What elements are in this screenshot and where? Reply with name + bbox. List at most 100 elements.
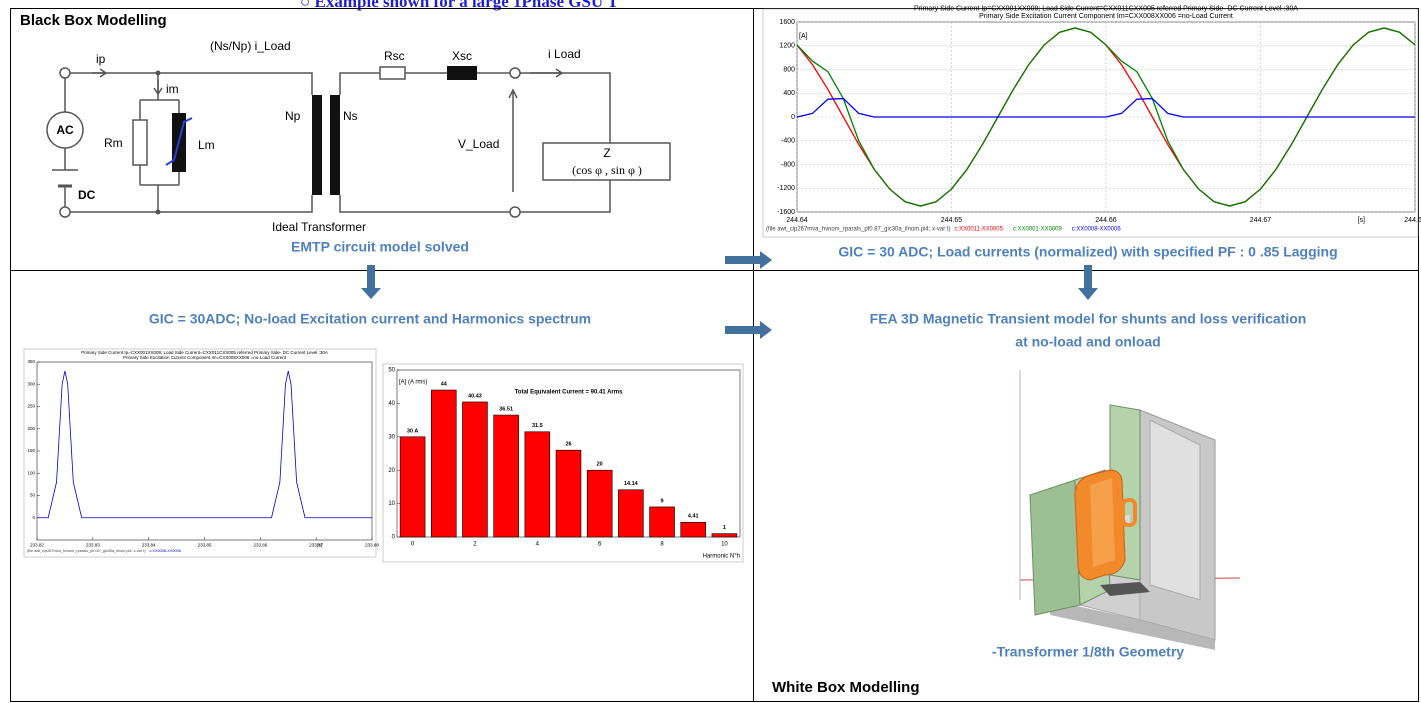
bar [525,432,550,537]
bar [587,470,612,537]
bar [431,390,456,537]
quadrant-title: White Box Modelling [772,679,920,696]
circuit-label: V_Load [458,137,499,151]
caption: at no-load and onload [1015,334,1160,350]
value-label: 9 [661,498,664,504]
x-axis-label: Harmonic N°h [703,554,740,560]
circuit-label: Z [603,146,610,160]
bar [400,437,425,537]
circuit-label: Xsc [452,49,472,63]
x-tick-label: 10 [721,542,728,548]
value-label: 20 [597,462,603,468]
x-tick-label: 244.67 [1250,217,1272,224]
circuit-label: Lm [198,138,215,152]
bar [462,402,487,537]
y-tick-label: 20 [388,468,395,474]
x-tick-label: 233.85 [198,543,212,548]
y-tick-label: 350 [27,359,35,364]
circuit-label: Rsc [384,49,405,63]
value-label: 30 A [407,428,418,434]
caption: FEA 3D Magnetic Transient model for shun… [870,311,1307,327]
x-axis-label: [s] [1358,217,1365,224]
bar [650,507,675,537]
caption: GIC = 30ADC; No-load Excitation current … [149,311,591,327]
chart-background [24,349,376,557]
chart-subtitle: Primary Side Excitation Current Componen… [979,13,1233,20]
value-label: 4.41 [688,514,699,520]
x-axis-label: [s] [317,543,322,548]
value-label: 40.43 [468,393,482,399]
y-tick-label: 10 [388,501,395,507]
y-tick-label: 800 [783,66,795,73]
bar [494,415,519,537]
value-label: 14.14 [624,481,639,487]
x-tick-label: 244.65 [941,217,963,224]
fea-geometry [1020,370,1240,650]
circuit-label: Ideal Transformer [272,220,366,234]
value-label: 1 [723,525,726,531]
legend-note: (file awt_cip267mva_hvnom_rparals_pf0.87… [27,549,146,553]
x-tick-label: 233.84 [142,543,156,548]
x-tick-label: 233.86 [253,543,267,548]
y-tick-label: 400 [783,90,795,97]
y-tick-label: 50 [388,368,395,374]
y-tick-label: 30 [388,434,395,440]
bar [618,490,643,537]
y-tick-label: 1600 [779,19,795,26]
circuit-label: im [166,82,179,96]
y-tick-label: 250 [27,404,35,409]
caption: GIC = 30 ADC; Load currents (normalized)… [838,244,1337,260]
y-tick-label: -800 [781,161,795,168]
circuit-label: i Load [548,47,581,61]
circuit-label: (Ns/Np) i_Load [210,39,291,53]
circuit-label: Ns [343,109,358,123]
value-label: 31.5 [532,423,543,429]
value-label: 26 [565,442,571,448]
page: ○ Example shown for a large 1Phase GSU T… [0,0,1421,703]
legend-entry: c:XX0008-XX0006 [149,549,180,553]
y-tick-label: 0 [791,114,795,121]
annotation: Total Equivalent Current = 90.41 Arms [515,390,624,396]
circuit-label: Np [285,109,301,123]
y-tick-label: 40 [388,401,395,407]
chart-background [763,9,1418,237]
circuit-label: DC [78,188,96,202]
circuit-label: Rm [104,136,123,150]
caption: -Transformer 1/8th Geometry [992,644,1184,660]
value-label: 36.51 [499,407,513,413]
circuit-label: ip [96,52,106,66]
caption: EMTP circuit model solved [291,239,469,255]
x-tick-label: 233.82 [30,543,44,548]
x-tick-label: 233.88 [365,543,379,548]
bar [712,534,737,537]
y-tick-label: 1200 [779,43,795,50]
y-axis-label: [A] (A rms) [399,380,427,386]
y-axis-label: [A] [799,33,808,40]
circuit-label: AC [56,123,74,137]
chart-title: Primary Side Current Ip=CXX001XX009; Loa… [914,5,1298,12]
y-tick-label: 100 [27,470,35,475]
value-label: 44 [441,381,448,387]
y-tick-label: 50 [30,493,36,498]
x-tick-label: 244.66 [1095,217,1117,224]
y-tick-label: -400 [781,138,795,145]
y-tick-label: 200 [27,426,35,431]
header: ○ Example shown for a large 1Phase GSU T [300,0,619,11]
y-tick-label: 150 [27,448,35,453]
chart-subtitle: Primary Side Excitation Current Componen… [123,355,287,360]
legend-entry: c:XX0001-XX0009 [1013,226,1063,232]
legend-entry: c:XX0011-XX0005 [955,226,1004,232]
y-tick-label: -1600 [777,209,795,216]
x-tick-label: 244.68 [1404,217,1421,224]
x-tick-label: 233.83 [86,543,100,548]
bar [556,450,581,537]
legend-entry: c:XX0008-XX0006 [1072,226,1122,232]
y-tick-label: -1200 [777,185,795,192]
legend-note: (file awt_cip267mva_hvnom_rparals_pf0.87… [766,226,951,232]
y-tick-label: 300 [27,381,35,386]
circuit-label: (cos φ , sin φ ) [572,163,642,177]
circuit [47,66,670,217]
bar [681,522,706,537]
x-tick-label: 244.64 [786,217,808,224]
quadrant-title: Black Box Modelling [20,12,167,29]
